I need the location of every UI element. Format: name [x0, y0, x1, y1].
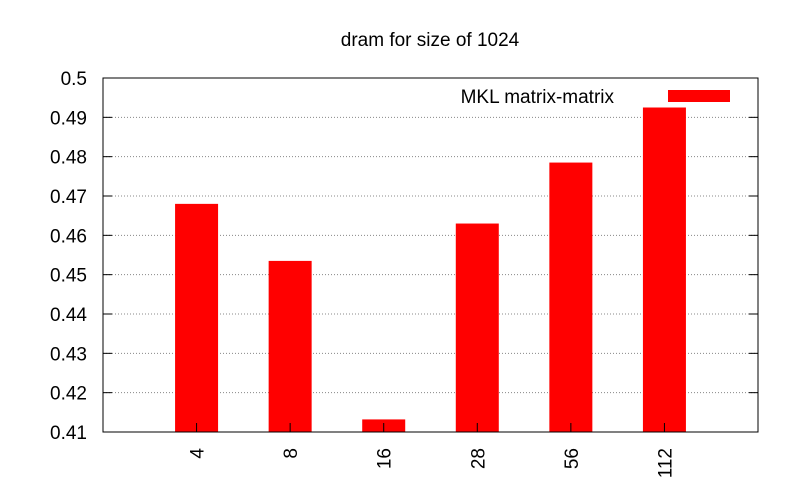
chart-title: dram for size of 1024 [341, 30, 520, 51]
y-tick-label: 0.48 [50, 148, 87, 169]
x-tick-label: 112 [655, 448, 676, 478]
y-tick-label: 0.46 [50, 226, 87, 247]
y-tick-label: 0.47 [50, 187, 87, 208]
plot-frame [102, 77, 759, 433]
x-tick-label: 8 [281, 448, 302, 459]
y-tick-label: 0.45 [50, 266, 87, 287]
y-tick-label: 0.5 [61, 69, 87, 90]
x-tick-label: 28 [468, 448, 489, 469]
x-axis-ticks: 4 8 16 28 56 112 [188, 423, 676, 478]
bar-28 [455, 223, 499, 432]
bar-4 [175, 203, 219, 432]
y-tick-label: 0.49 [50, 108, 87, 129]
y-tick-label: 0.44 [50, 305, 87, 326]
y-tick-label: 0.42 [50, 384, 87, 405]
x-tick-label: 4 [188, 448, 209, 459]
legend: MKL matrix-matrix [461, 87, 730, 108]
legend-label: MKL matrix-matrix [461, 87, 615, 108]
x-tick-label: 56 [562, 448, 583, 469]
bars [175, 107, 686, 433]
y-axis-ticks: 0.41 0.42 0.43 0.44 0.45 0.46 0.47 0.48 0.49 0.5 [50, 69, 758, 444]
grid-lines [103, 116, 758, 394]
bar-56 [549, 162, 593, 433]
x-tick-label: 16 [375, 448, 396, 469]
legend-swatch [668, 90, 730, 102]
y-tick-label: 0.41 [50, 423, 87, 444]
bar-112 [642, 107, 686, 432]
bar-8 [268, 260, 312, 432]
y-tick-label: 0.43 [50, 344, 87, 365]
